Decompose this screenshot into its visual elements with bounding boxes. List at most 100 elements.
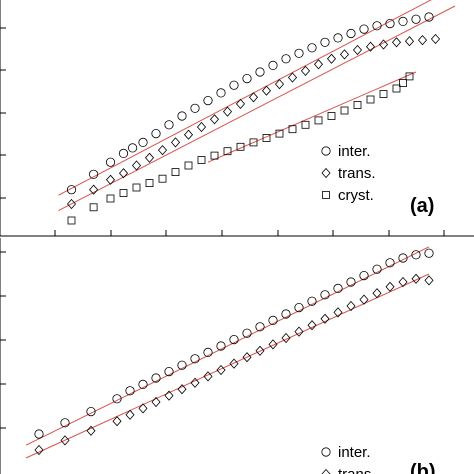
data-point-diamond <box>261 85 272 96</box>
fit-line <box>58 5 456 212</box>
data-point-circle <box>242 74 252 84</box>
data-point-square <box>119 189 128 197</box>
panel-b-ticks <box>0 251 6 429</box>
data-point-square <box>275 129 284 138</box>
data-point-diamond <box>346 300 356 312</box>
data-point-square <box>392 84 401 93</box>
data-point-square <box>171 168 180 177</box>
data-point-circle <box>128 143 138 153</box>
panel-a-markers <box>66 12 441 225</box>
data-point-square <box>288 125 297 134</box>
data-point-diamond <box>203 371 213 382</box>
data-point-square <box>405 72 414 81</box>
data-point-diamond <box>333 307 343 318</box>
data-point-circle <box>177 111 187 121</box>
data-point-circle <box>138 137 148 147</box>
data-point-circle <box>203 96 213 106</box>
panel-a-fit-lines <box>58 0 456 212</box>
data-point-diamond <box>391 37 402 48</box>
data-point-circle <box>294 302 304 313</box>
data-point-circle <box>372 264 382 274</box>
data-point-diamond <box>222 106 233 117</box>
data-point-diamond <box>411 273 421 284</box>
data-point-diamond <box>313 59 324 70</box>
data-point-square <box>301 120 310 129</box>
data-point-diamond <box>398 276 408 288</box>
data-point-square <box>366 95 375 104</box>
data-point-circle <box>66 185 77 195</box>
data-point-square <box>236 142 245 151</box>
data-point-diamond <box>352 44 363 56</box>
data-point-circle <box>164 366 174 377</box>
data-point-diamond <box>89 184 99 195</box>
data-point-diamond <box>372 288 382 299</box>
data-point-circle <box>60 418 70 428</box>
fit-line <box>58 0 432 196</box>
data-point-circle <box>307 43 317 53</box>
data-point-diamond <box>274 78 285 90</box>
legend-marker-circle <box>321 146 331 156</box>
data-point-square <box>314 116 323 125</box>
data-point-circle <box>151 129 161 139</box>
data-point-circle <box>229 80 239 90</box>
data-point-circle <box>281 54 291 64</box>
data-point-diamond <box>404 36 415 47</box>
data-point-square <box>399 79 407 87</box>
data-point-circle <box>89 169 99 179</box>
data-point-diamond <box>60 435 70 446</box>
data-point-circle <box>359 24 369 34</box>
panel-a-label: (a) <box>410 195 434 217</box>
data-point-circle <box>281 309 291 319</box>
data-point-circle <box>216 88 226 98</box>
data-point-diamond <box>255 345 265 356</box>
fit-line <box>25 273 430 459</box>
data-point-diamond <box>118 168 129 179</box>
data-point-square <box>262 134 271 142</box>
data-point-square <box>132 183 141 192</box>
data-point-circle <box>320 290 330 300</box>
data-point-circle <box>333 33 343 43</box>
data-point-circle <box>177 360 187 370</box>
data-point-circle <box>138 379 148 389</box>
data-point-diamond <box>138 403 148 414</box>
data-point-circle <box>411 14 421 24</box>
data-point-diamond <box>86 425 96 436</box>
data-point-square <box>184 161 193 170</box>
panel-a: inter. trans. cryst. (a) <box>0 0 474 237</box>
data-point-circle <box>398 253 408 263</box>
data-point-diamond <box>209 114 220 125</box>
data-point-circle <box>372 21 382 31</box>
data-point-circle <box>216 341 226 351</box>
data-point-circle <box>190 354 200 364</box>
data-point-diamond <box>105 174 116 185</box>
data-point-circle <box>294 48 304 58</box>
data-point-square <box>158 174 167 183</box>
legend-label: trans. <box>338 466 376 474</box>
data-point-diamond <box>339 49 350 60</box>
data-point-diamond <box>268 339 278 350</box>
data-point-circle <box>398 16 408 27</box>
data-point-circle <box>203 347 213 357</box>
data-point-diamond <box>229 358 239 369</box>
data-point-diamond <box>125 409 135 420</box>
data-point-diamond <box>320 313 330 324</box>
data-point-circle <box>346 28 356 39</box>
panel-b-label: (b) <box>410 461 436 474</box>
data-point-diamond <box>385 281 395 292</box>
data-point-diamond <box>326 53 337 64</box>
data-point-circle <box>105 157 116 167</box>
data-point-square <box>353 101 362 109</box>
data-point-diamond <box>281 332 291 344</box>
data-point-square <box>340 106 349 115</box>
data-point-circle <box>118 148 129 158</box>
data-point-circle <box>268 60 278 71</box>
data-point-diamond <box>131 160 142 171</box>
data-point-square <box>223 147 232 156</box>
legend-marker-diamond <box>321 468 331 474</box>
data-point-diamond <box>359 294 369 305</box>
data-point-diamond <box>235 98 246 110</box>
data-point-diamond <box>242 352 252 363</box>
data-point-circle <box>125 386 135 396</box>
data-point-square <box>106 194 115 203</box>
